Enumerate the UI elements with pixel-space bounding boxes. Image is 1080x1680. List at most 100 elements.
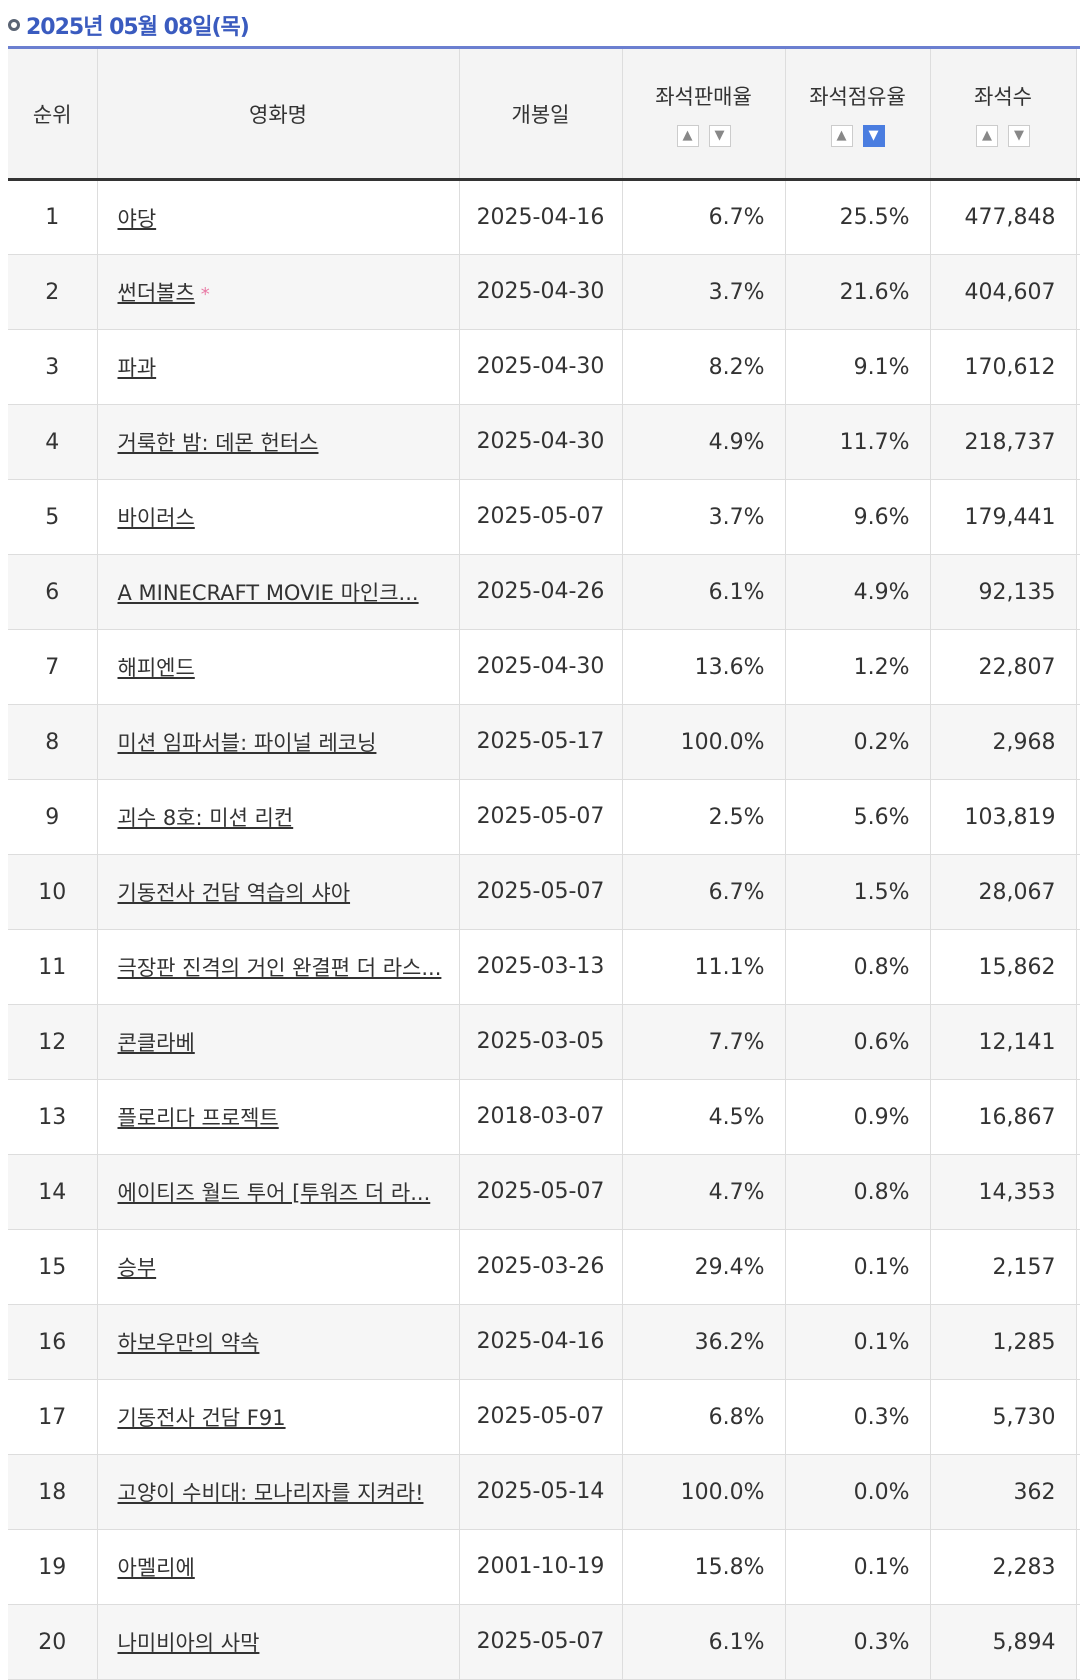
sort-ascending-icon[interactable]: ▲ bbox=[976, 124, 998, 147]
movie-title-link[interactable]: 야당 bbox=[117, 206, 157, 231]
seats-cell: 103,819 bbox=[930, 779, 1077, 855]
release-date-cell: 2025-05-07 bbox=[459, 854, 623, 930]
seats-cell: 5,894 bbox=[930, 1604, 1077, 1680]
movie-title-cell: 바이러스 bbox=[97, 479, 460, 555]
table-row: 7 해피엔드 2025-04-30 13.6% 1.2% 22,807 bbox=[8, 629, 1080, 705]
release-date-cell: 2025-04-16 bbox=[459, 179, 623, 255]
overflow-cell bbox=[1076, 704, 1080, 780]
movie-title-cell: 거룩한 밤: 데몬 헌터스 bbox=[97, 404, 460, 480]
seats-cell: 1,285 bbox=[930, 1304, 1077, 1380]
movie-title-cell: 파과 bbox=[97, 329, 460, 405]
table-row: 10 기동전사 건담 역습의 샤아 2025-05-07 6.7% 1.5% 28,067 bbox=[8, 854, 1080, 930]
rank-cell: 13 bbox=[8, 1079, 98, 1155]
release-date-cell: 2025-05-14 bbox=[459, 1454, 623, 1530]
seats-cell: 22,807 bbox=[930, 629, 1077, 705]
sales-rate-cell: 3.7% bbox=[622, 254, 786, 330]
sales-rate-cell: 6.8% bbox=[622, 1379, 786, 1455]
share-rate-cell: 25.5% bbox=[785, 179, 931, 255]
share-rate-cell: 0.1% bbox=[785, 1529, 931, 1605]
sales-rate-cell: 4.5% bbox=[622, 1079, 786, 1155]
seats-cell: 179,441 bbox=[930, 479, 1077, 555]
movie-title-cell: 극장판 진격의 거인 완결편 더 라스... bbox=[97, 929, 460, 1005]
movie-title-link[interactable]: 아멜리에 bbox=[117, 1556, 195, 1580]
seats-cell: 170,612 bbox=[930, 329, 1077, 405]
share-rate-cell: 0.0% bbox=[785, 1454, 931, 1530]
overflow-cell bbox=[1076, 929, 1080, 1005]
overflow-cell bbox=[1076, 1604, 1080, 1680]
share-rate-cell: 0.8% bbox=[785, 1154, 931, 1230]
rank-cell: 18 bbox=[8, 1454, 98, 1530]
sort-ascending-icon[interactable]: ▲ bbox=[676, 124, 699, 147]
movie-title-link[interactable]: 에이티즈 월드 투어 [투워즈 더 라... bbox=[117, 1181, 431, 1205]
overflow-cell bbox=[1076, 779, 1080, 855]
movie-title-cell: 플로리다 프로젝트 bbox=[97, 1079, 460, 1155]
overflow-cell bbox=[1076, 1454, 1080, 1530]
movie-title-cell: 하보우만의 약속 bbox=[97, 1304, 460, 1380]
share-rate-cell: 0.2% bbox=[785, 704, 931, 780]
movie-title-link[interactable]: 플로리다 프로젝트 bbox=[117, 1106, 279, 1130]
sort-descending-icon-active[interactable]: ▼ bbox=[862, 124, 885, 147]
rank-cell: 15 bbox=[8, 1229, 98, 1305]
movie-title-cell: 아멜리에 bbox=[97, 1529, 460, 1605]
movie-title-link[interactable]: 썬더볼츠 bbox=[117, 281, 195, 305]
table-row: 14 에이티즈 월드 투어 [투워즈 더 라... 2025-05-07 4.7% 0.… bbox=[8, 1154, 1080, 1230]
column-header-seats: 좌석수 ▲ ▼ bbox=[930, 46, 1077, 181]
movie-title-link[interactable]: 승부 bbox=[117, 1256, 157, 1280]
sales-rate-cell: 7.7% bbox=[622, 1004, 786, 1080]
overflow-cell bbox=[1076, 329, 1080, 405]
column-header-title-label: 영화명 bbox=[249, 102, 307, 127]
movie-title-cell: 미션 임파서블: 파이널 레코닝 bbox=[97, 704, 460, 780]
seats-cell: 28,067 bbox=[930, 854, 1077, 930]
movie-title-link[interactable]: 바이러스 bbox=[117, 506, 195, 530]
release-date-cell: 2025-04-16 bbox=[459, 1304, 623, 1380]
date-header: 2025년 05월 08일(목) bbox=[8, 8, 250, 42]
overflow-cell bbox=[1076, 1079, 1080, 1155]
sales-rate-cell: 6.7% bbox=[622, 179, 786, 255]
sales-rate-cell: 11.1% bbox=[622, 929, 786, 1005]
table-row: 6 A MINECRAFT MOVIE 마인크... 2025-04-26 6.1% 4… bbox=[8, 554, 1080, 630]
overflow-cell bbox=[1076, 1154, 1080, 1230]
header-row: 순위 영화명 개봉일 좌석판매율 ▲ ▼ 좌석점유율 ▲ ▼ bbox=[8, 46, 1080, 181]
sales-rate-cell: 6.1% bbox=[622, 554, 786, 630]
share-rate-cell: 21.6% bbox=[785, 254, 931, 330]
table-row: 4 거룩한 밤: 데몬 헌터스 2025-04-30 4.9% 11.7% 218,737 bbox=[8, 404, 1080, 480]
movie-title-link[interactable]: 고양이 수비대: 모나리자를 지켜라! bbox=[117, 1481, 424, 1505]
movie-title-link[interactable]: 파과 bbox=[117, 356, 157, 380]
movie-title-link[interactable]: 거룩한 밤: 데몬 헌터스 bbox=[117, 431, 319, 455]
share-rate-cell: 5.6% bbox=[785, 779, 931, 855]
sales-rate-cell: 3.7% bbox=[622, 479, 786, 555]
sort-descending-icon[interactable]: ▼ bbox=[1008, 124, 1030, 147]
movie-title-link[interactable]: 기동전사 건담 역습의 샤아 bbox=[117, 881, 351, 905]
sales-rate-cell: 15.8% bbox=[622, 1529, 786, 1605]
sales-rate-cell: 36.2% bbox=[622, 1304, 786, 1380]
overflow-cell bbox=[1076, 404, 1080, 480]
movie-title-link[interactable]: 콘클라베 bbox=[117, 1031, 195, 1055]
movie-title-link[interactable]: 괴수 8호: 미션 리컨 bbox=[117, 806, 294, 830]
movie-title-link[interactable]: 하보우만의 약속 bbox=[117, 1331, 260, 1355]
table-row: 9 괴수 8호: 미션 리컨 2025-05-07 2.5% 5.6% 103,819 bbox=[8, 779, 1080, 855]
movie-title-link[interactable]: 미션 임파서블: 파이널 레코닝 bbox=[117, 731, 377, 755]
column-header-sales-rate-label: 좌석판매율 bbox=[655, 84, 752, 109]
release-date-cell: 2025-05-07 bbox=[459, 779, 623, 855]
share-rate-cell: 4.9% bbox=[785, 554, 931, 630]
movie-title-link[interactable]: 해피엔드 bbox=[117, 656, 195, 680]
movie-title-link[interactable]: A MINECRAFT MOVIE 마인크... bbox=[117, 581, 419, 605]
seats-cell: 92,135 bbox=[930, 554, 1077, 630]
table-row: 13 플로리다 프로젝트 2018-03-07 4.5% 0.9% 16,867 bbox=[8, 1079, 1080, 1155]
share-rate-cell: 0.1% bbox=[785, 1229, 931, 1305]
movie-title-link[interactable]: 극장판 진격의 거인 완결편 더 라스... bbox=[117, 956, 442, 980]
rank-cell: 20 bbox=[8, 1604, 98, 1680]
overflow-cell bbox=[1076, 854, 1080, 930]
release-date-cell: 2025-05-07 bbox=[459, 1604, 623, 1680]
sort-descending-icon[interactable]: ▼ bbox=[708, 124, 731, 147]
rank-cell: 12 bbox=[8, 1004, 98, 1080]
share-rate-cell: 0.3% bbox=[785, 1379, 931, 1455]
movie-title-link[interactable]: 나미비아의 사막 bbox=[117, 1631, 260, 1655]
release-date-cell: 2025-05-17 bbox=[459, 704, 623, 780]
rank-cell: 11 bbox=[8, 929, 98, 1005]
movie-title-link[interactable]: 기동전사 건담 F91 bbox=[117, 1406, 286, 1430]
sort-ascending-icon[interactable]: ▲ bbox=[830, 124, 853, 147]
overflow-cell bbox=[1076, 1304, 1080, 1380]
table-row: 15 승부 2025-03-26 29.4% 0.1% 2,157 bbox=[8, 1229, 1080, 1305]
table-row: 16 하보우만의 약속 2025-04-16 36.2% 0.1% 1,285 bbox=[8, 1304, 1080, 1380]
